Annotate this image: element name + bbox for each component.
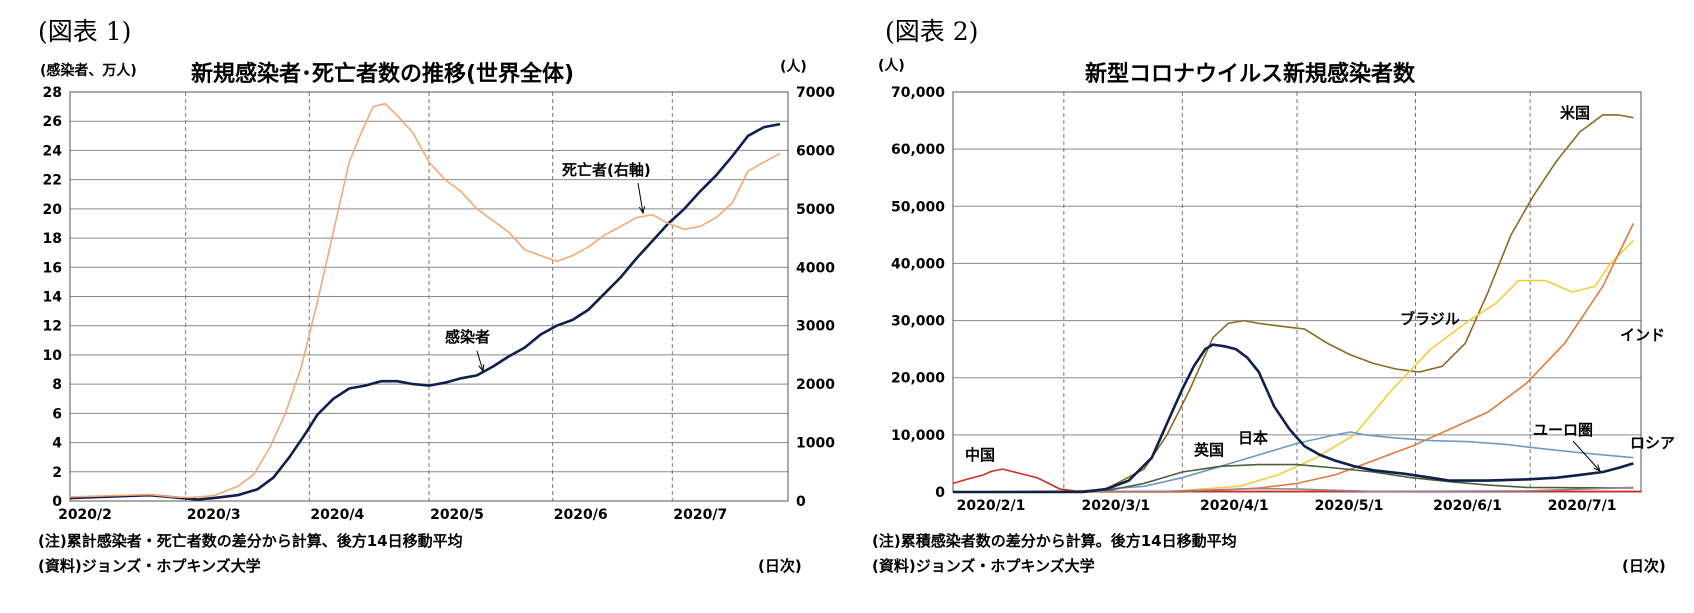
annotation-arrow — [1572, 440, 1601, 472]
chart-note-1: (注)累計感染者・死亡者数の差分から計算、後方14日移動平均 — [38, 532, 463, 550]
y-tick-label: 28 — [43, 85, 62, 101]
series-annotation: 日本 — [1238, 429, 1268, 447]
left-axis-unit-2: (人) — [878, 58, 905, 74]
y-tick-label: 4 — [52, 436, 62, 452]
y2-tick-label: 4000 — [796, 260, 835, 276]
y-tick-label: 26 — [43, 114, 62, 130]
y2-tick-label: 5000 — [796, 202, 835, 218]
figure-label-2: (図表 2) — [885, 17, 979, 46]
x-tick-label: 2020/6/1 — [1433, 498, 1502, 514]
y2-tick-label: 6000 — [796, 143, 835, 159]
y2-tick-label: 2000 — [796, 377, 835, 393]
x-tick-label: 2020/7/1 — [1548, 498, 1617, 514]
series-annotation: 英国 — [1194, 441, 1224, 459]
y-tick-label: 20 — [43, 202, 63, 218]
series-line — [952, 486, 1634, 493]
series-line — [953, 240, 1634, 493]
y-tick-label: 20,000 — [891, 371, 945, 387]
y-tick-label: 14 — [43, 290, 63, 306]
x-axis-unit-2: (日次) — [1622, 557, 1666, 575]
figure-label-1: (図表 1) — [38, 17, 132, 46]
y-tick-label: 10,000 — [891, 428, 945, 444]
annotation-arrowhead — [1593, 464, 1601, 472]
series-annotation: 米国 — [1560, 104, 1590, 122]
series-line — [69, 122, 781, 501]
series-annotation: ロシア — [1630, 434, 1675, 452]
chart-source-1: (資料)ジョンズ・ホプキンズ大学 — [38, 557, 261, 575]
x-tick-label: 2020/6 — [554, 507, 608, 523]
y-tick-label: 60,000 — [891, 142, 945, 158]
series-line — [952, 463, 1634, 493]
y-tick-label: 50,000 — [891, 199, 945, 215]
y-tick-label: 8 — [52, 377, 62, 393]
y-tick-label: 30,000 — [891, 314, 945, 330]
y-tick-label: 2 — [52, 465, 62, 481]
y2-tick-label: 7000 — [796, 85, 835, 101]
x-tick-label: 2020/5 — [430, 507, 484, 523]
y2-tick-label: 3000 — [796, 319, 835, 335]
y-tick-label: 22 — [43, 173, 62, 189]
series-annotation: 死亡者(右軸) — [562, 161, 651, 179]
y-tick-label: 18 — [43, 231, 62, 247]
chart-title-2: 新型コロナウイルス新規感染者数 — [1085, 62, 1416, 87]
chart-title-1: 新規感染者･死亡者数の推移(世界全体) — [191, 62, 575, 87]
y2-tick-label: 1000 — [796, 436, 835, 452]
series-annotation: ユーロ圏 — [1533, 421, 1593, 439]
x-tick-label: 2020/2/1 — [957, 498, 1026, 514]
series-annotation: インド — [1620, 326, 1665, 344]
x-axis-unit-1: (日次) — [758, 557, 802, 575]
x-tick-label: 2020/3/1 — [1082, 498, 1151, 514]
y-tick-label: 70,000 — [891, 85, 945, 101]
left-axis-unit-1: (感染者、万人) — [40, 63, 137, 79]
x-tick-label: 2020/4 — [310, 507, 364, 523]
x-tick-label: 2020/7 — [673, 507, 727, 523]
series-annotation: 中国 — [965, 446, 995, 464]
x-tick-label: 2020/3 — [187, 507, 241, 523]
plot-frame — [69, 91, 789, 502]
annotation-arrowhead — [638, 206, 646, 215]
x-tick-label: 2020/2 — [58, 507, 112, 523]
series-line — [953, 343, 1634, 494]
y-tick-label: 0 — [935, 485, 945, 501]
y-tick-label: 0 — [52, 494, 62, 510]
y-tick-label: 10 — [43, 348, 63, 364]
y2-tick-label: 0 — [796, 494, 806, 510]
y-tick-label: 40,000 — [891, 256, 945, 272]
series-annotation: ブラジル — [1400, 310, 1460, 328]
y-tick-label: 16 — [43, 260, 62, 276]
right-axis-unit-1: (人) — [780, 59, 807, 75]
x-tick-label: 2020/4/1 — [1200, 498, 1269, 514]
chart-source-2: (資料)ジョンズ・ホプキンズ大学 — [872, 557, 1095, 575]
x-tick-label: 2020/5/1 — [1315, 498, 1384, 514]
annotation-arrow — [637, 182, 644, 214]
y-tick-label: 6 — [52, 406, 62, 422]
y-tick-label: 24 — [43, 143, 63, 159]
series-line — [953, 114, 1634, 493]
annotation-arrowhead — [478, 363, 485, 373]
series-annotation: 感染者 — [445, 328, 490, 346]
series-line — [953, 431, 1634, 493]
series-line — [69, 102, 781, 499]
y-tick-label: 12 — [43, 319, 62, 335]
annotation-arrow — [476, 350, 484, 372]
chart-note-2: (注)累積感染者数の差分から計算。後方14日移動平均 — [872, 532, 1237, 550]
